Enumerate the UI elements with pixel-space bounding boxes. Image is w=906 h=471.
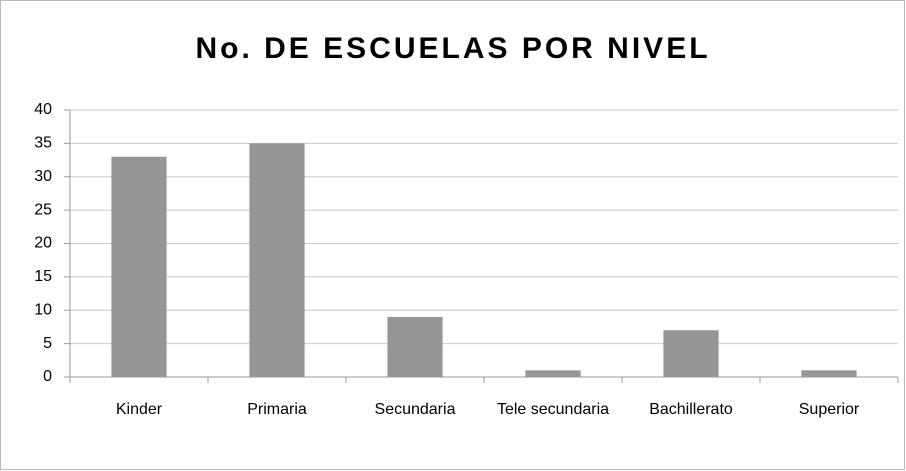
x-tick-label: Kinder [116, 401, 163, 418]
x-tick-label: Bachillerato [649, 401, 733, 418]
bar [801, 370, 857, 377]
bar [249, 143, 305, 377]
x-tick-label: Secundaria [375, 401, 456, 418]
chart-title: No. DE ESCUELAS POR NIVEL [195, 32, 710, 65]
y-tick-label: 40 [34, 101, 52, 118]
y-tick-label: 0 [43, 368, 52, 385]
x-tick-label: Superior [799, 401, 860, 418]
y-tick-label: 30 [34, 168, 52, 185]
y-tick-label: 10 [34, 301, 52, 318]
y-tick-label: 5 [43, 335, 52, 352]
bar [663, 330, 719, 377]
y-tick-label: 35 [34, 135, 52, 152]
bar [525, 370, 581, 377]
x-tick-label: Primaria [247, 401, 307, 418]
y-tick-label: 15 [34, 268, 52, 285]
bar [111, 156, 167, 377]
y-tick-label: 20 [34, 235, 52, 252]
y-tick-label: 25 [34, 201, 52, 218]
x-tick-label: Tele secundaria [497, 401, 609, 418]
bar [387, 316, 443, 377]
